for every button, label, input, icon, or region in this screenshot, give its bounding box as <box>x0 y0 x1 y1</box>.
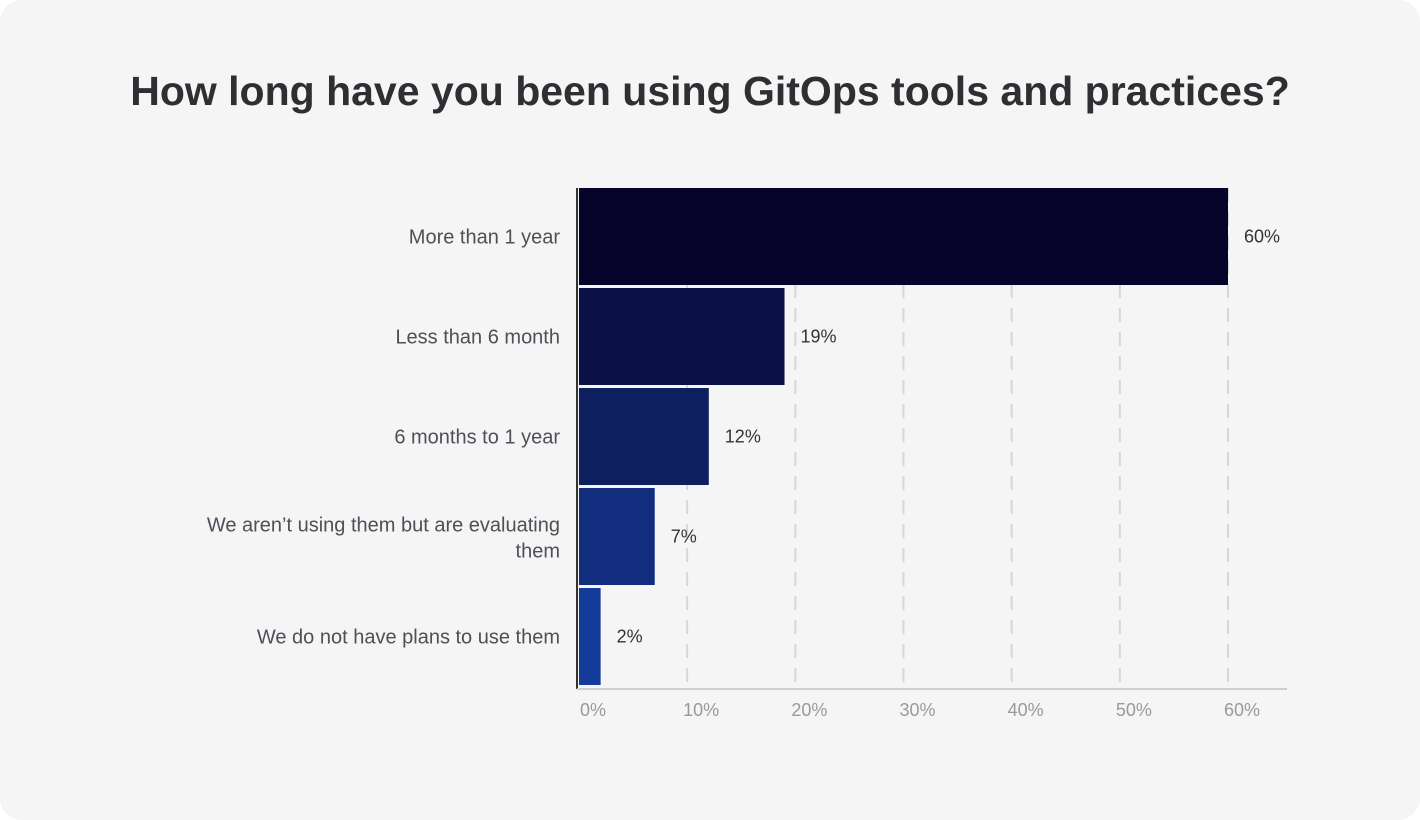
x-tick-label: 20% <box>791 700 827 720</box>
bar <box>579 288 785 385</box>
bar <box>579 388 709 485</box>
x-tick-label: 10% <box>683 700 719 720</box>
data-label: 2% <box>617 627 643 647</box>
category-label: More than 1 year <box>409 227 561 249</box>
x-tick-label: 60% <box>1224 700 1260 720</box>
bar <box>579 188 1228 285</box>
data-label: 19% <box>801 327 837 347</box>
category-label-cont: them <box>516 541 560 563</box>
bar <box>579 588 601 685</box>
chart-title: How long have you been using GitOps tool… <box>130 68 1290 114</box>
category-label: We aren’t using them but are evaluating <box>207 515 560 537</box>
x-tick-label: 50% <box>1116 700 1152 720</box>
x-tick-label: 0% <box>580 700 606 720</box>
x-tick-label: 30% <box>899 700 935 720</box>
data-label: 12% <box>725 427 761 447</box>
data-label: 7% <box>671 527 697 547</box>
category-label: Less than 6 month <box>395 327 560 349</box>
category-label: We do not have plans to use them <box>257 627 560 649</box>
x-tick-label: 40% <box>1008 700 1044 720</box>
bar <box>579 488 655 585</box>
data-label: 60% <box>1244 227 1280 247</box>
category-label: 6 months to 1 year <box>394 427 560 449</box>
